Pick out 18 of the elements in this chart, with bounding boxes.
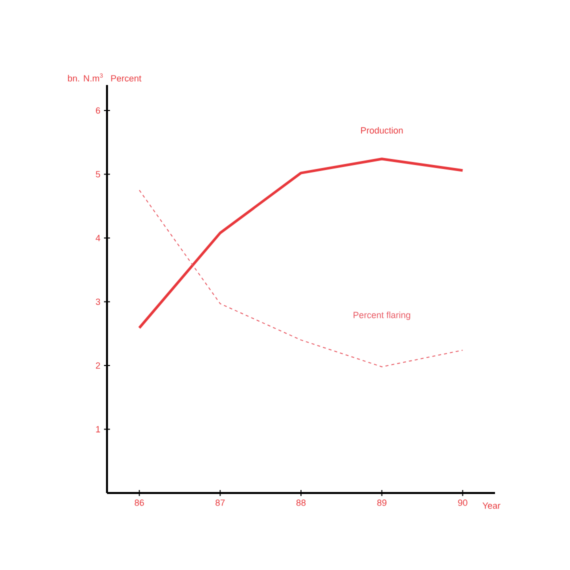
y-tick-label: 6 [96, 107, 100, 114]
x-tick-label: 89 [377, 500, 386, 506]
line-series [138, 158, 464, 330]
line-series [138, 190, 464, 368]
y-tick-label: 1 [96, 426, 100, 432]
text: Percent flaring [354, 312, 410, 320]
x-tick-label: 86 [134, 500, 144, 506]
x-axis-title: Year [482, 502, 500, 509]
y-axis-title: bn. N.m$^{3}$ [68, 73, 103, 82]
text: Production [361, 126, 403, 134]
x-tick-label: 90 [458, 500, 468, 506]
x-tick-label: 87 [216, 500, 225, 506]
y-tick-label: 5 [96, 171, 100, 178]
y-tick-label: 2 [96, 362, 100, 369]
x-tick-label: 88 [296, 500, 306, 506]
text: Percent [111, 75, 142, 82]
y-tick-label: 4 [96, 234, 100, 242]
y-tick-label: 3 [96, 298, 100, 305]
